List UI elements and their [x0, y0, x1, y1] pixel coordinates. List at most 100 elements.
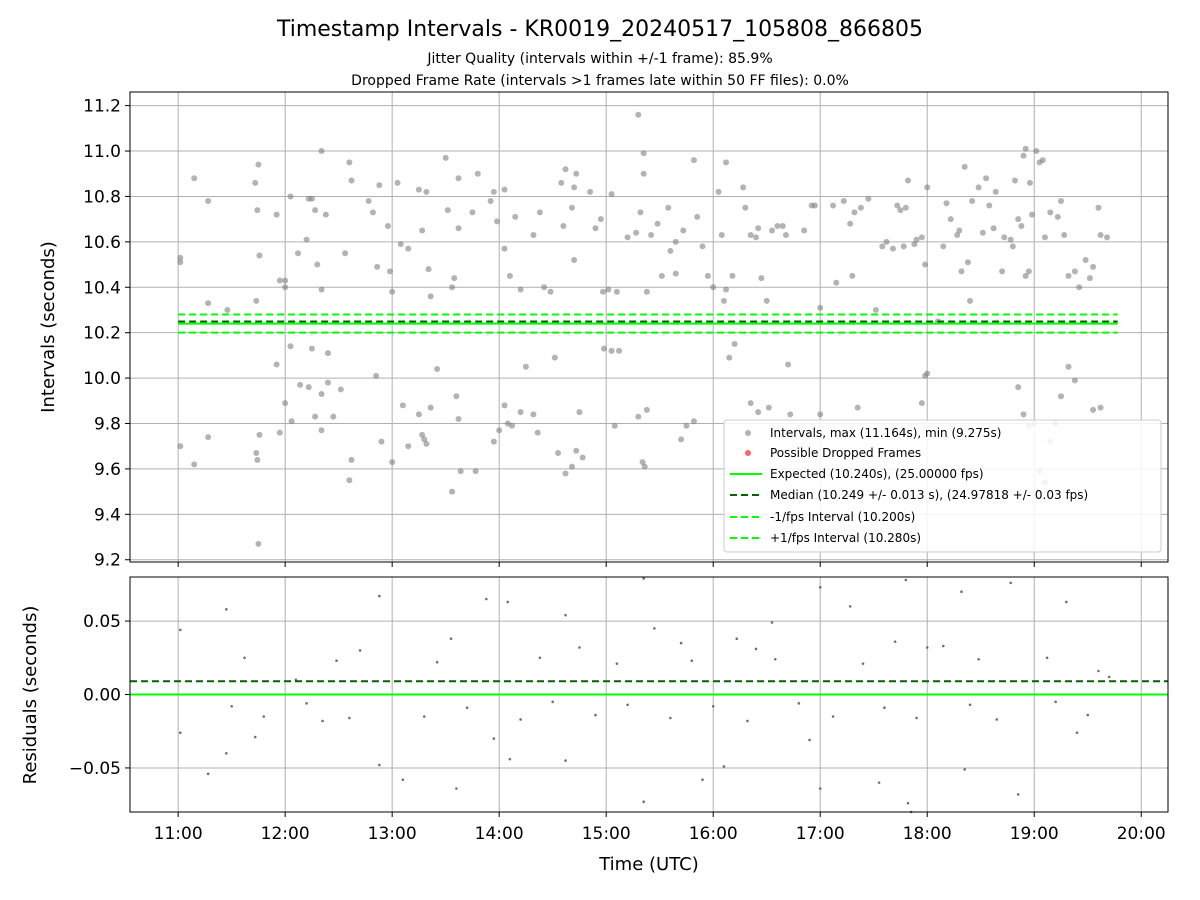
interval-point: [672, 238, 679, 245]
intervals-y-axis-label: Intervals (seconds): [38, 241, 59, 413]
interval-point: [455, 175, 462, 182]
interval-point: [551, 354, 558, 361]
residuals-y-ticks: −0.05 0.00 0.05: [69, 612, 130, 779]
interval-point: [654, 220, 661, 227]
interval-point: [964, 259, 971, 266]
interval-point: [509, 422, 516, 429]
interval-point: [608, 191, 615, 198]
interval-point: [672, 270, 679, 277]
interval-point: [501, 186, 508, 193]
interval-point: [811, 202, 818, 209]
interval-point: [389, 288, 396, 295]
residual-point: [538, 656, 542, 660]
residual-point: [893, 640, 897, 643]
interval-point: [205, 197, 212, 204]
interval-point: [958, 268, 965, 275]
y-tick-label: 9.2: [94, 551, 121, 571]
interval-point: [658, 272, 665, 279]
interval-point: [330, 413, 337, 420]
interval-point: [1047, 209, 1054, 216]
residual-point: [848, 605, 852, 608]
interval-point: [1018, 222, 1025, 229]
interval-point: [387, 268, 394, 275]
interval-point: [415, 186, 422, 193]
y-tick-label: 9.4: [94, 505, 121, 525]
residual-point: [773, 657, 777, 661]
interval-point: [573, 170, 580, 177]
interval-point: [747, 400, 754, 407]
interval-point: [1071, 377, 1078, 384]
interval-point: [191, 461, 198, 468]
interval-point: [177, 254, 184, 261]
residual-point: [941, 644, 945, 648]
interval-point: [1026, 179, 1033, 186]
interval-point: [616, 347, 623, 354]
residual-point: [378, 763, 381, 767]
interval-point: [273, 361, 280, 368]
interval-point: [205, 300, 212, 307]
x-tick-label: 15:00: [582, 824, 631, 844]
residual-point: [378, 594, 381, 598]
interval-point: [297, 381, 304, 388]
x-tick-label: 12:00: [261, 824, 310, 844]
interval-point: [506, 272, 513, 279]
residual-point: [968, 703, 972, 707]
interval-point: [865, 195, 872, 202]
interval-point: [1057, 393, 1064, 400]
legend-marker-dropped: [745, 450, 751, 456]
residual-point: [506, 600, 510, 604]
interval-point: [587, 188, 594, 195]
residual-point: [797, 702, 801, 705]
residual-point: [564, 759, 567, 762]
interval-point: [1095, 204, 1102, 211]
y-tick-label: 10.2: [83, 324, 121, 344]
interval-point: [384, 222, 391, 229]
chart-subtitle-jitter: Jitter Quality (intervals within +/-1 fr…: [426, 51, 772, 67]
residual-point: [225, 608, 228, 611]
interval-point: [348, 456, 355, 463]
interval-point: [346, 477, 353, 484]
x-tick-label: 17:00: [796, 824, 845, 844]
interval-point: [1054, 213, 1061, 220]
residual-point: [653, 627, 656, 630]
residual-point: [977, 657, 980, 661]
residual-point: [711, 704, 715, 708]
interval-point: [665, 204, 672, 211]
residual-point: [1086, 713, 1090, 717]
residual-point: [915, 716, 918, 720]
residual-point: [1054, 700, 1057, 704]
residual-point: [877, 781, 881, 784]
interval-point: [255, 161, 262, 168]
residual-point: [701, 778, 704, 781]
interval-point: [1041, 234, 1048, 241]
interval-point: [455, 415, 462, 422]
residual-point: [642, 577, 645, 580]
legend-label-intervals: Intervals, max (11.164s), min (9.275s): [770, 426, 1001, 440]
interval-point: [501, 245, 508, 252]
interval-point: [517, 409, 524, 416]
interval-point: [287, 343, 294, 350]
interval-point: [1082, 257, 1089, 264]
residual-point: [253, 735, 257, 739]
interval-point: [1029, 211, 1036, 218]
interval-point: [573, 447, 580, 454]
interval-point: [541, 284, 548, 291]
interval-point: [427, 404, 434, 411]
interval-point: [699, 243, 706, 250]
residuals-points: [178, 577, 1111, 814]
residual-point: [519, 718, 522, 721]
interval-point: [273, 211, 280, 218]
interval-point: [490, 438, 497, 445]
y-tick-label: 10.8: [83, 187, 121, 207]
interval-point: [613, 288, 620, 295]
residual-point: [818, 787, 822, 790]
residual-point: [1009, 581, 1012, 585]
interval-point: [405, 443, 412, 450]
interval-point: [405, 245, 412, 252]
interval-point: [889, 245, 896, 252]
interval-point: [318, 390, 325, 397]
interval-point: [373, 372, 380, 379]
interval-point: [801, 227, 808, 234]
residual-point: [401, 778, 405, 781]
interval-point: [547, 288, 554, 295]
